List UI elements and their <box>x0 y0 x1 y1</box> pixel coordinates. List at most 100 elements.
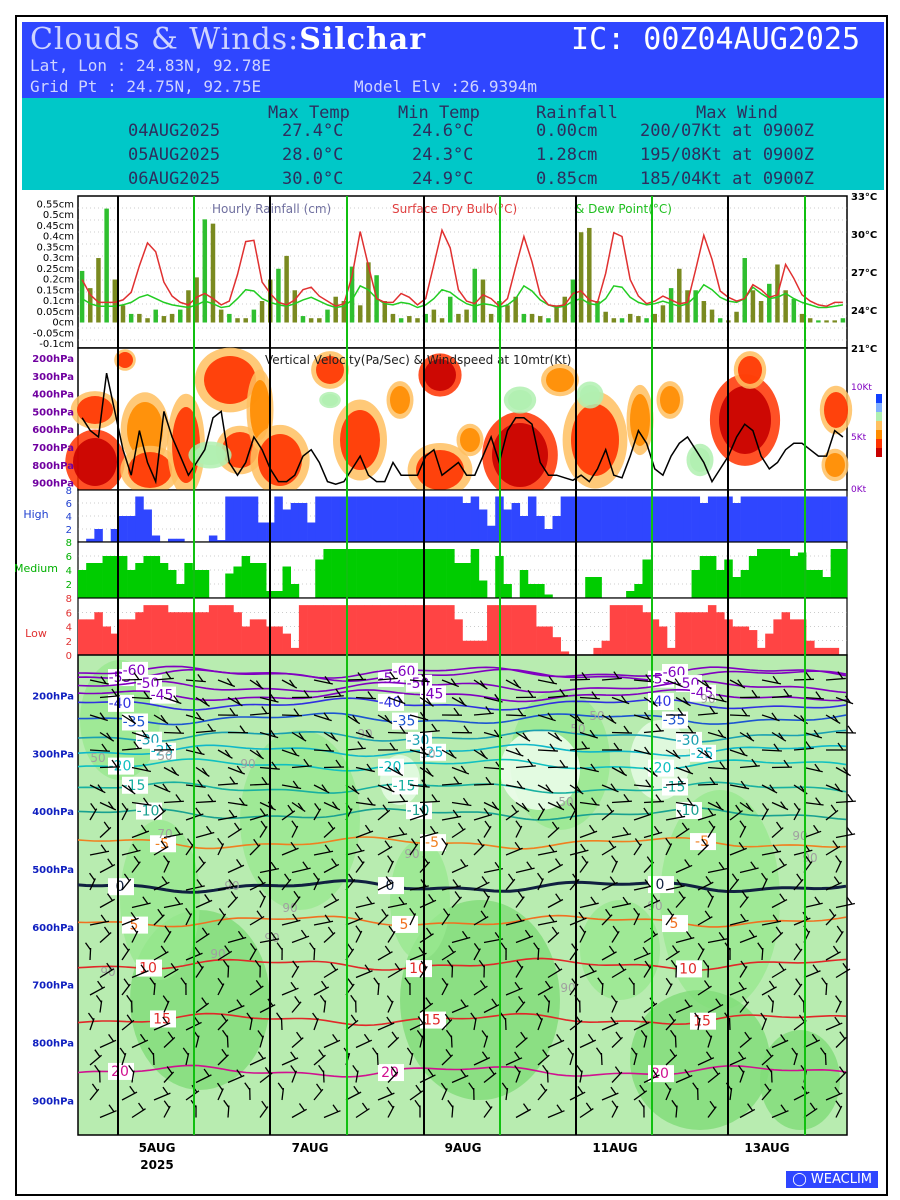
low-cloud-bar <box>601 640 611 655</box>
isotherm-label-bg <box>662 711 688 729</box>
wind-barb-flag <box>772 914 779 923</box>
medium-cloud-bar <box>233 566 242 598</box>
wind-barb-flag <box>517 890 524 899</box>
wind-barb <box>579 930 587 943</box>
temp-y-tick: 24°C <box>851 306 877 317</box>
wind-barb-flag <box>556 1104 563 1113</box>
high-cloud-bar <box>527 496 537 542</box>
wind-barb-flag <box>270 932 277 940</box>
wind-barb-flag <box>325 743 332 752</box>
wind-barb <box>291 1037 304 1048</box>
wind-barb-flag <box>386 995 393 1004</box>
wind-barb-flag <box>386 1016 393 1025</box>
medium-cloud-bar <box>757 549 766 598</box>
low-cloud-bar <box>143 605 152 655</box>
wind-barb <box>515 825 523 838</box>
wind-barb-flag <box>366 896 373 905</box>
wind-barb-flag <box>605 908 612 917</box>
wind-barb-flag <box>833 876 840 885</box>
medium-cloud-bar <box>110 556 120 598</box>
wind-barb-flag <box>294 996 301 1004</box>
wind-barb <box>835 1036 847 1048</box>
wind-barb-flag <box>832 840 839 849</box>
wind-barb-flag <box>556 801 563 810</box>
vv-y-tick: 600hPa <box>32 425 74 436</box>
medium-cloud-bar <box>519 570 529 598</box>
wind-barb-flag <box>780 1034 787 1042</box>
wind-barb-flag <box>524 929 531 938</box>
wind-barb <box>761 878 768 891</box>
wind-barb-flag <box>367 797 374 806</box>
wind-barb-flag <box>828 908 836 917</box>
wind-barb-flag <box>175 794 182 802</box>
medium-cloud-bar <box>421 549 431 598</box>
wind-barb-flag <box>257 1051 264 1060</box>
low-cloud-bar <box>519 605 529 655</box>
wind-barb-flag <box>357 672 364 680</box>
medium-cloud-bar <box>593 577 602 598</box>
rain-bar <box>832 320 837 323</box>
wind-barb-flag <box>748 929 755 938</box>
high-cloud-bar <box>470 496 480 542</box>
high-cloud-y-tick: 8 <box>66 486 72 497</box>
wind-barb-flag <box>447 1099 454 1108</box>
rain-bar <box>423 313 428 323</box>
wind-barb-flag <box>350 994 357 1003</box>
high-cloud-bar <box>797 496 807 542</box>
medium-cloud-bar <box>765 549 774 598</box>
low-cloud-y-tick: 8 <box>66 594 72 605</box>
low-cloud-bar <box>675 612 684 655</box>
row3-min: 24.9°C <box>412 169 474 189</box>
high-cloud-y-tick: 6 <box>66 499 72 510</box>
wind-barb-flag <box>269 729 276 738</box>
wind-barb-flag <box>330 962 337 971</box>
rain-bar <box>447 296 453 323</box>
wind-barb-flag <box>207 794 214 802</box>
rh-shade <box>240 730 360 910</box>
wind-barb-flag <box>515 747 522 756</box>
vv-y-tick: 200hPa <box>32 354 74 365</box>
rain-bar <box>464 309 469 323</box>
wind-barb-flag <box>140 824 147 833</box>
wind-barb-flag <box>257 1030 264 1038</box>
wind-barb-flag <box>431 794 438 802</box>
medium-cloud-bar <box>184 563 193 598</box>
row2-rain: 1.28cm <box>536 145 598 165</box>
wind-barb-flag <box>795 943 802 952</box>
wind-barb-flag <box>457 822 464 831</box>
wind-barb-flag <box>201 997 208 1005</box>
wind-barb-flag <box>261 776 268 785</box>
temp-y-tick: 30°C <box>851 230 877 241</box>
wind-barb-flag <box>478 959 485 968</box>
wind-barb-flag <box>591 797 598 806</box>
row1-wind: 200/07Kt at 0900Z <box>640 121 814 141</box>
wind-barb <box>483 1035 489 1048</box>
wind-barb-flag <box>653 825 660 834</box>
wind-barb-flag <box>123 978 130 987</box>
isotherm-label: 15 <box>153 1011 171 1027</box>
wind-barb-flag <box>108 1033 115 1042</box>
rain-bar <box>235 318 240 323</box>
wind-barb-flag <box>798 994 805 1003</box>
profile-y-tick: 600hPa <box>32 923 74 934</box>
high-cloud-bar <box>454 496 463 542</box>
rain-bar <box>178 309 183 323</box>
wind-barb-flag <box>224 749 231 758</box>
high-cloud-bar <box>519 516 529 542</box>
high-cloud-bar <box>765 496 774 542</box>
low-cloud-y-tick: 4 <box>66 623 72 634</box>
wind-barb <box>537 1018 543 1031</box>
wind-barb-flag <box>644 960 651 969</box>
rh-label: 90 <box>210 947 225 961</box>
wind-barb-flag <box>364 824 371 833</box>
low-cloud-bar <box>437 605 447 655</box>
wind-barb <box>739 965 748 978</box>
wind-barb-flag <box>397 695 404 704</box>
low-cloud-bar <box>331 605 341 655</box>
rain-bar <box>341 301 347 323</box>
isotherm-label-bg <box>378 877 404 895</box>
wind-barb-flag <box>352 1064 359 1073</box>
wind-barb-flag <box>847 725 854 734</box>
vv-y-tick: 900hPa <box>32 479 74 490</box>
model-elevation: Model Elv :26.9394m <box>354 77 538 96</box>
